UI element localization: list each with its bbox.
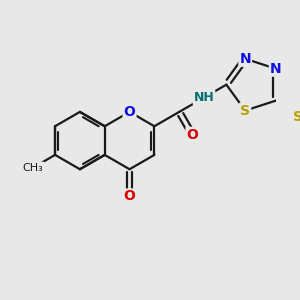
Text: O: O xyxy=(187,128,198,142)
Text: N: N xyxy=(270,62,281,76)
Text: N: N xyxy=(239,52,251,66)
Text: O: O xyxy=(124,105,136,119)
Text: NH: NH xyxy=(194,91,214,104)
Text: S: S xyxy=(240,103,250,118)
Text: O: O xyxy=(124,190,136,203)
Text: CH₃: CH₃ xyxy=(23,163,44,172)
Text: S: S xyxy=(293,110,300,124)
